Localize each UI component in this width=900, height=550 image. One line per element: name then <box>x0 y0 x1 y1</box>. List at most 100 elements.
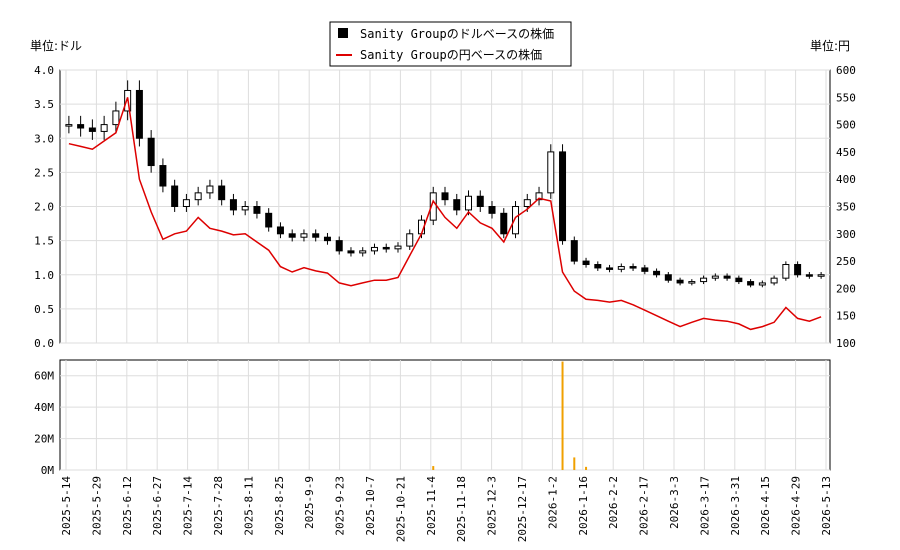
volume-tick-label: 20M <box>34 433 54 446</box>
legend-jpy-label: Sanity Groupの円ベースの株価 <box>360 47 542 62</box>
right-tick-label: 150 <box>836 310 856 323</box>
right-tick-label: 550 <box>836 91 856 104</box>
x-tick-label: 2026-2-17 <box>638 476 651 536</box>
candle-body <box>606 267 614 270</box>
candle-body <box>535 192 543 201</box>
usd-candles <box>65 80 825 288</box>
candle-body <box>570 240 578 262</box>
candle-body <box>465 195 473 211</box>
volume-grid <box>60 360 830 471</box>
volume-bars <box>432 361 588 470</box>
right-tick-label: 300 <box>836 228 856 241</box>
candle-body <box>700 277 708 283</box>
candle-body <box>653 270 661 276</box>
candle-body <box>523 199 531 208</box>
candle-body <box>382 246 390 250</box>
candle-body <box>500 212 508 235</box>
x-tick-label: 2026-3-3 <box>668 476 681 529</box>
candle-body <box>288 233 296 238</box>
candle-body <box>664 274 672 281</box>
left-tick-label: 0.5 <box>34 303 54 316</box>
volume-bar <box>573 457 576 470</box>
left-tick-label: 3.5 <box>34 98 54 111</box>
candle-body <box>147 137 155 167</box>
candle-body <box>758 282 766 286</box>
candle-body <box>770 277 778 284</box>
candle-body <box>265 212 273 228</box>
right-tick-label: 450 <box>836 146 856 159</box>
price-grid <box>60 69 830 344</box>
right-unit-label: 単位:円 <box>810 38 850 53</box>
x-tick-label: 2026-4-15 <box>759 476 772 536</box>
right-tick-label: 350 <box>836 201 856 214</box>
candle-body <box>711 275 719 279</box>
x-tick-label: 2025-6-12 <box>121 476 134 536</box>
right-tick-label: 250 <box>836 255 856 268</box>
candle-body <box>441 192 449 201</box>
volume-bar <box>585 466 588 470</box>
candle-body <box>794 264 802 276</box>
x-tick-label: 2026-2-2 <box>607 476 620 529</box>
candle-body <box>276 226 284 235</box>
x-tick-label: 2026-3-31 <box>729 476 742 536</box>
candle-body <box>135 89 143 139</box>
left-tick-label: 0.0 <box>34 337 54 350</box>
x-tick-label: 2025-10-7 <box>364 476 377 536</box>
candle-body <box>394 245 402 250</box>
candle-body <box>629 266 637 269</box>
candle-body <box>676 279 684 284</box>
candle-body <box>112 110 120 126</box>
candle-body <box>171 185 179 207</box>
candle-body <box>547 151 555 194</box>
x-tick-label: 2026-4-29 <box>790 476 803 536</box>
candle-body <box>218 185 226 201</box>
candle-body <box>100 124 108 132</box>
x-tick-label: 2026-1-2 <box>546 476 559 529</box>
candle-body <box>688 281 696 284</box>
x-tick-label: 2026-3-17 <box>698 476 711 536</box>
candle-body <box>559 151 567 242</box>
x-tick-label: 2026-1-16 <box>577 476 590 536</box>
left-axis-ticks: 0.0 0.5 1.0 1.5 2.0 2.5 3.0 3.5 4.0 <box>34 64 54 350</box>
x-tick-label: 2026-5-13 <box>820 476 833 536</box>
candle-body <box>65 124 73 127</box>
candle-body <box>488 206 496 214</box>
candle-body <box>253 206 261 214</box>
legend-usd-label: Sanity Groupのドルベースの株価 <box>360 26 554 41</box>
candle-body <box>241 206 249 211</box>
candle-body <box>229 199 237 211</box>
candle-body <box>512 206 520 235</box>
x-tick-label: 2025-10-21 <box>394 476 407 542</box>
candle-body <box>359 250 367 254</box>
legend-box <box>329 21 572 67</box>
right-tick-label: 400 <box>836 173 856 186</box>
x-tick-label: 2025-7-14 <box>182 476 195 536</box>
volume-tick-label: 0M <box>41 464 55 477</box>
volume-axis-ticks: 0M 20M 40M 60M <box>34 370 54 477</box>
candle-body <box>77 124 85 129</box>
legend-usd-marker <box>338 28 348 38</box>
candle-body <box>335 240 343 252</box>
candle-body <box>805 274 813 277</box>
left-tick-label: 1.0 <box>34 269 54 282</box>
legend: Sanity Groupのドルベースの株価 Sanity Groupの円ベースの… <box>329 21 572 67</box>
left-tick-label: 1.5 <box>34 235 54 248</box>
candle-body <box>747 281 755 286</box>
candle-body <box>370 246 378 252</box>
candle-body <box>453 199 461 211</box>
left-tick-label: 2.5 <box>34 166 54 179</box>
x-tick-label: 2025-5-14 <box>60 476 73 536</box>
x-tick-label: 2025-11-4 <box>425 476 438 536</box>
volume-bar <box>561 361 564 470</box>
x-tick-label: 2025-6-27 <box>151 476 164 536</box>
candle-body <box>182 199 190 208</box>
volume-bar <box>432 466 435 470</box>
candle-body <box>582 260 590 266</box>
left-tick-label: 2.0 <box>34 201 54 214</box>
right-tick-label: 500 <box>836 119 856 132</box>
candle-body <box>641 267 649 272</box>
left-unit-label: 単位:ドル <box>30 38 82 53</box>
x-tick-label: 2025-8-25 <box>273 476 286 536</box>
left-tick-label: 3.0 <box>34 132 54 145</box>
candle-body <box>594 264 602 269</box>
